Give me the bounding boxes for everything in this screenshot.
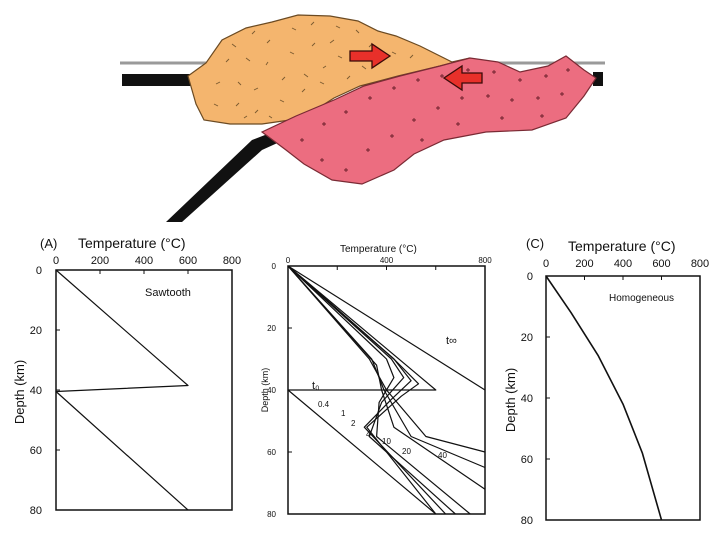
y-tick-label: 60	[521, 454, 533, 466]
x-tick-label: 600	[652, 258, 670, 270]
x-tick-label: 200	[575, 258, 593, 270]
curve-label: 4	[366, 430, 371, 439]
panel-b-y-label: Depth (km)	[260, 368, 270, 413]
curve-label: 10	[382, 437, 391, 446]
panel-b-t-inf: t∞	[446, 335, 457, 347]
panel-a-title: Temperature (°C)	[78, 235, 186, 251]
x-tick-label: 400	[380, 256, 394, 265]
panel-c-title: Temperature (°C)	[568, 238, 676, 254]
y-tick-label: 80	[267, 510, 276, 519]
y-tick-label: 40	[267, 386, 276, 395]
panel-c-plot	[545, 275, 663, 521]
upper-block-texture	[213, 21, 414, 119]
panel-b: Temperature (°C) Depth (km) 0 400 80002040…	[260, 244, 492, 519]
y-tick-label: 0	[36, 265, 42, 277]
panel-a: (A) Temperature (°C) Depth (km) 0 200 400 6…	[12, 235, 241, 517]
panel-c-annotation: Homogeneous	[609, 293, 674, 304]
y-tick-label: 0	[527, 271, 533, 283]
y-tick-label: 0	[272, 262, 277, 271]
curve-label: 2	[351, 419, 356, 428]
y-tick-label: 60	[267, 448, 276, 457]
y-tick-label: 80	[30, 505, 42, 517]
x-tick-label: 200	[91, 255, 109, 267]
panel-c-ticks: 0 200 400 600 800 0 20 40 60 80	[521, 258, 709, 527]
panel-b-curve-labels: 0.4 1 2 4 10 20 40	[318, 400, 447, 460]
panel-b-ticks: 0 400 800 0 20 40 60 80	[267, 256, 492, 519]
x-tick-label: 0	[286, 256, 291, 265]
y-tick-label: 20	[30, 325, 42, 337]
curve-label: 1	[341, 409, 346, 418]
x-tick-label: 400	[135, 255, 153, 267]
panel-a-frame	[55, 269, 233, 511]
y-tick-label: 80	[521, 515, 533, 527]
panel-c: (C) Temperature (°C) Depth (km) 0 200 400 6…	[503, 236, 709, 527]
series-line	[287, 265, 486, 391]
cross-section-illustration	[120, 14, 605, 222]
y-tick-label: 40	[30, 385, 42, 397]
curve-label: 0.4	[318, 400, 330, 409]
curve-label: 20	[402, 447, 411, 456]
y-tick-label: 40	[521, 393, 533, 405]
arrow-right-icon	[349, 42, 392, 70]
panel-a-annotation: Sawtooth	[145, 287, 191, 299]
panel-c-frame	[545, 275, 701, 521]
x-tick-label: 800	[223, 255, 241, 267]
series-line	[287, 265, 456, 515]
series-line	[55, 269, 189, 511]
panel-a-label: (A)	[40, 236, 57, 251]
x-tick-label: 800	[691, 258, 709, 270]
y-tick-label: 60	[30, 445, 42, 457]
panel-c-label: (C)	[526, 236, 544, 251]
right-slab-stub	[593, 72, 603, 86]
panel-b-plot	[287, 265, 486, 515]
panel-a-plot	[55, 269, 189, 511]
series-line	[287, 265, 437, 515]
x-tick-label: 400	[614, 258, 632, 270]
y-tick-label: 20	[521, 332, 533, 344]
subducting-slab	[166, 130, 284, 222]
panel-b-title: Temperature (°C)	[340, 244, 417, 255]
x-tick-label: 0	[543, 258, 549, 270]
series-line	[287, 265, 486, 453]
x-tick-label: 0	[53, 255, 59, 267]
panel-a-y-label: Depth (km)	[12, 360, 27, 424]
series-line	[287, 265, 447, 515]
left-slab-stub	[122, 74, 192, 86]
x-tick-label: 800	[478, 256, 492, 265]
lower-thrust-block	[260, 55, 597, 185]
panel-c-y-label: Depth (km)	[503, 368, 518, 432]
panel-a-ticks: 0 200 400 600 800 0 20 40 60 80	[30, 255, 241, 517]
curve-label: 40	[438, 451, 447, 460]
panel-b-t0: t₀	[312, 380, 320, 392]
series-line	[287, 265, 486, 469]
y-tick-label: 20	[267, 324, 276, 333]
arrow-left-icon	[442, 64, 483, 92]
lower-block-texture	[300, 68, 570, 172]
series-line	[545, 275, 663, 521]
x-tick-label: 600	[179, 255, 197, 267]
